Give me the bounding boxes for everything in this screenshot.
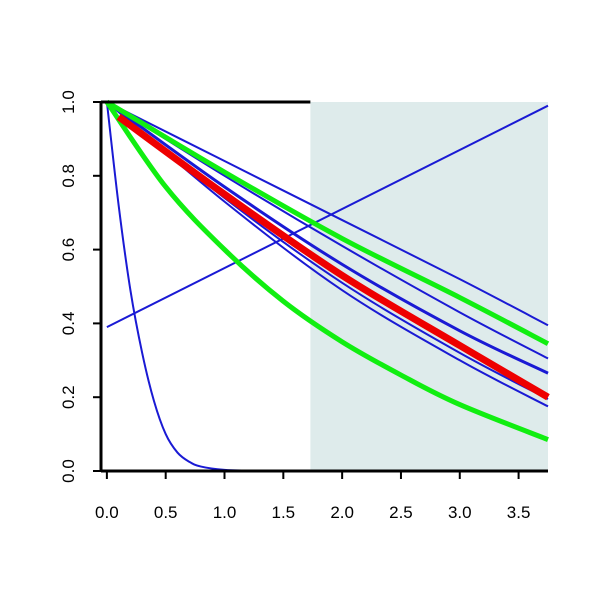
x-tick-label: 3.0 [448,503,472,522]
x-tick-label: 2.0 [330,503,354,522]
series-line-9 [104,100,549,442]
x-tick-label: 2.5 [389,503,413,522]
y-tick-label: 0.4 [59,312,78,336]
x-tick-label: 0.5 [154,503,178,522]
y-tick-label: 0.8 [59,164,78,188]
series-line-2 [106,104,549,328]
x-tick-label: 0.0 [95,503,119,522]
x-tick-label: 1.5 [272,503,296,522]
y-tick-label: 1.0 [59,90,78,114]
series-line-10 [116,113,550,401]
y-tick-label: 0.2 [59,385,78,409]
series-group [104,99,550,473]
y-ticks-group: 0.0 0.2 0.4 0.6 0.8 1.0 [59,90,101,483]
series-line-5 [106,100,549,375]
series-line-3 [106,101,549,327]
x-tick-label: 3.5 [507,503,531,522]
x-ticks-group: 0.0 0.5 1.0 1.5 2.0 2.5 3.0 3.5 [95,471,530,522]
series-line-8 [105,99,550,346]
y-tick-label: 0.6 [59,238,78,262]
y-tick-label: 0.0 [59,459,78,483]
x-tick-label: 1.0 [213,503,237,522]
shaded-region [310,102,548,471]
